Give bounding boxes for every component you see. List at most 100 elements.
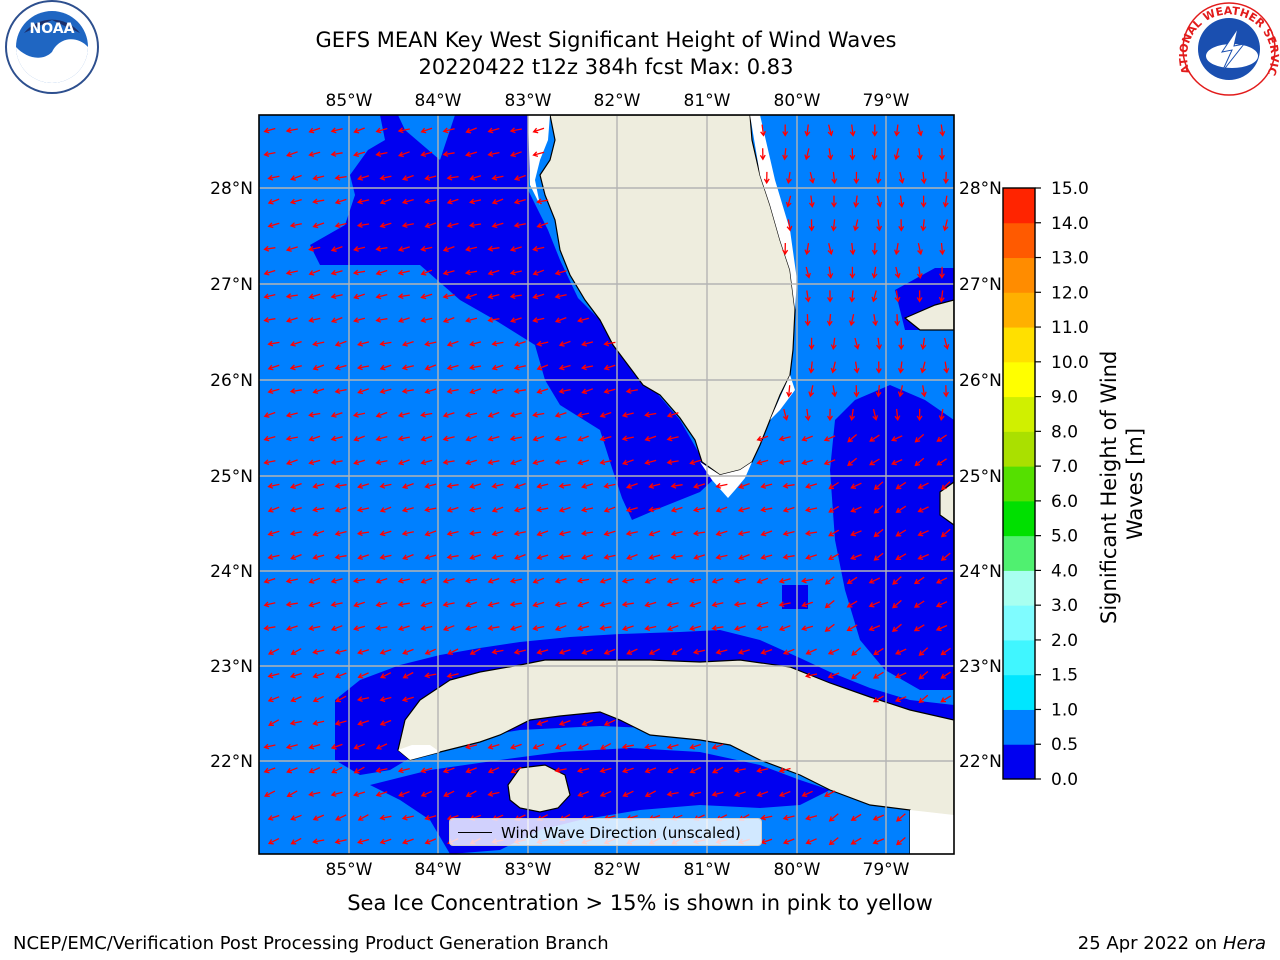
- colorbar-tick-label: 15.0: [1051, 179, 1089, 199]
- wave-direction-arrow: [509, 601, 522, 608]
- wave-direction-arrow: [943, 171, 949, 185]
- wave-direction-arrow: [715, 506, 728, 513]
- wave-direction-arrow: [308, 293, 321, 300]
- lat-label: 28°N: [210, 179, 253, 199]
- wave-direction-arrow: [286, 767, 298, 774]
- wave-direction-arrow: [558, 649, 571, 655]
- wave-direction-arrow: [356, 364, 370, 371]
- wave-direction-arrow: [851, 647, 862, 656]
- wave-direction-arrow: [267, 814, 280, 821]
- wave-direction-arrow: [558, 388, 571, 395]
- wave-direction-arrow: [599, 411, 612, 418]
- wave-direction-arrow: [397, 767, 410, 774]
- wave-direction-arrow: [375, 791, 388, 798]
- wave-direction-arrow: [379, 554, 392, 560]
- lat-label: 25°N: [959, 467, 1002, 487]
- wave-direction-arrow: [285, 412, 298, 418]
- wave-direction-arrow: [734, 625, 746, 632]
- wave-direction-arrow: [778, 790, 791, 798]
- wave-direction-arrow: [689, 459, 701, 466]
- wave-direction-arrow: [828, 813, 839, 822]
- wave-direction-arrow: [936, 458, 947, 466]
- wave-direction-arrow: [918, 694, 929, 704]
- wave-direction-arrow: [644, 743, 657, 750]
- wave-direction-arrow: [938, 408, 945, 422]
- wave-direction-arrow: [308, 791, 321, 797]
- wave-direction-arrow: [917, 242, 923, 256]
- wave-direction-arrow: [876, 195, 883, 208]
- wave-direction-arrow: [756, 767, 769, 774]
- wave-direction-arrow: [824, 623, 835, 632]
- wave-direction-arrow: [442, 601, 455, 608]
- wave-direction-arrow: [464, 269, 478, 276]
- wave-direction-arrow: [558, 340, 571, 347]
- wave-direction-arrow: [943, 385, 949, 398]
- wave-direction-arrow: [285, 269, 298, 276]
- wave-direction-arrow: [648, 530, 661, 537]
- wave-direction-arrow: [827, 124, 834, 137]
- wave-direction-arrow: [465, 743, 478, 750]
- wave-direction-arrow: [263, 790, 276, 798]
- wave-direction-arrow: [847, 457, 858, 467]
- wave-direction-arrow: [285, 459, 298, 466]
- wave-direction-arrow: [446, 198, 459, 205]
- wave-direction-arrow: [464, 577, 478, 584]
- legend-label: Wind Wave Direction (unscaled): [501, 824, 741, 842]
- wave-direction-arrow: [267, 388, 280, 395]
- wave-direction-arrow: [626, 553, 638, 561]
- wave-direction-arrow: [808, 195, 815, 208]
- wave-direction-arrow: [379, 838, 392, 845]
- wave-direction-arrow: [308, 317, 321, 323]
- wave-direction-arrow: [289, 482, 302, 489]
- wave-direction-arrow: [397, 246, 410, 252]
- wave-direction-arrow: [532, 269, 545, 276]
- wave-direction-arrow: [532, 601, 545, 608]
- wave-direction-arrow: [648, 648, 660, 655]
- wave-direction-arrow: [469, 340, 482, 347]
- wave-direction-arrow: [334, 340, 347, 347]
- wave-direction-arrow: [357, 838, 370, 845]
- wave-direction-arrow: [648, 554, 661, 560]
- wave-direction-arrow: [536, 530, 549, 537]
- bottom-lon-labels: 85°W 84°W 83°W 82°W 81°W 80°W 79°W: [326, 860, 910, 880]
- wave-direction-arrow: [941, 481, 951, 491]
- wave-direction-arrow: [827, 290, 833, 303]
- wave-direction-arrow: [894, 314, 901, 327]
- wave-direction-arrow: [782, 530, 795, 537]
- colorbar-frame: [1002, 187, 1036, 780]
- wave-direction-arrow: [491, 506, 504, 513]
- wave-direction-arrow: [397, 269, 410, 276]
- wave-direction-arrow: [379, 719, 392, 726]
- wave-direction-arrow: [335, 695, 347, 703]
- wave-direction-arrow: [424, 672, 437, 679]
- wave-direction-arrow: [849, 408, 856, 422]
- wave-direction-arrow: [398, 625, 410, 632]
- wave-direction-arrow: [465, 317, 478, 323]
- wave-direction-arrow: [715, 530, 728, 537]
- wave-direction-arrow: [402, 553, 414, 561]
- wave-direction-arrow: [849, 242, 856, 256]
- map-frame: [258, 114, 955, 855]
- wave-direction-arrow: [263, 411, 276, 418]
- wave-direction-arrow: [312, 695, 324, 703]
- wave-direction-arrow: [510, 317, 522, 323]
- wave-direction-arrow: [871, 266, 878, 279]
- wave-direction-arrow: [756, 577, 769, 584]
- wave-direction-arrow: [711, 601, 724, 608]
- wave-direction-arrow: [334, 648, 347, 655]
- colorbar-segment: [1003, 396, 1035, 432]
- wave-direction-arrow: [850, 482, 862, 489]
- wave-direction-arrow: [267, 198, 280, 205]
- wave-direction-arrow: [580, 364, 594, 371]
- wave-direction-arrow: [510, 625, 522, 632]
- wave-direction-arrow: [536, 554, 549, 560]
- wave-direction-arrow: [353, 246, 366, 252]
- wave-direction-arrow: [308, 743, 321, 750]
- wave-direction-arrow: [286, 317, 298, 323]
- colorbar-tick-label: 4.0: [1051, 561, 1078, 581]
- wave-direction-arrow: [379, 506, 392, 513]
- wave-direction-arrow: [357, 388, 370, 395]
- wave-direction-arrow: [447, 648, 459, 655]
- wave-direction-arrow: [513, 530, 526, 537]
- wave-direction-arrow: [778, 435, 791, 442]
